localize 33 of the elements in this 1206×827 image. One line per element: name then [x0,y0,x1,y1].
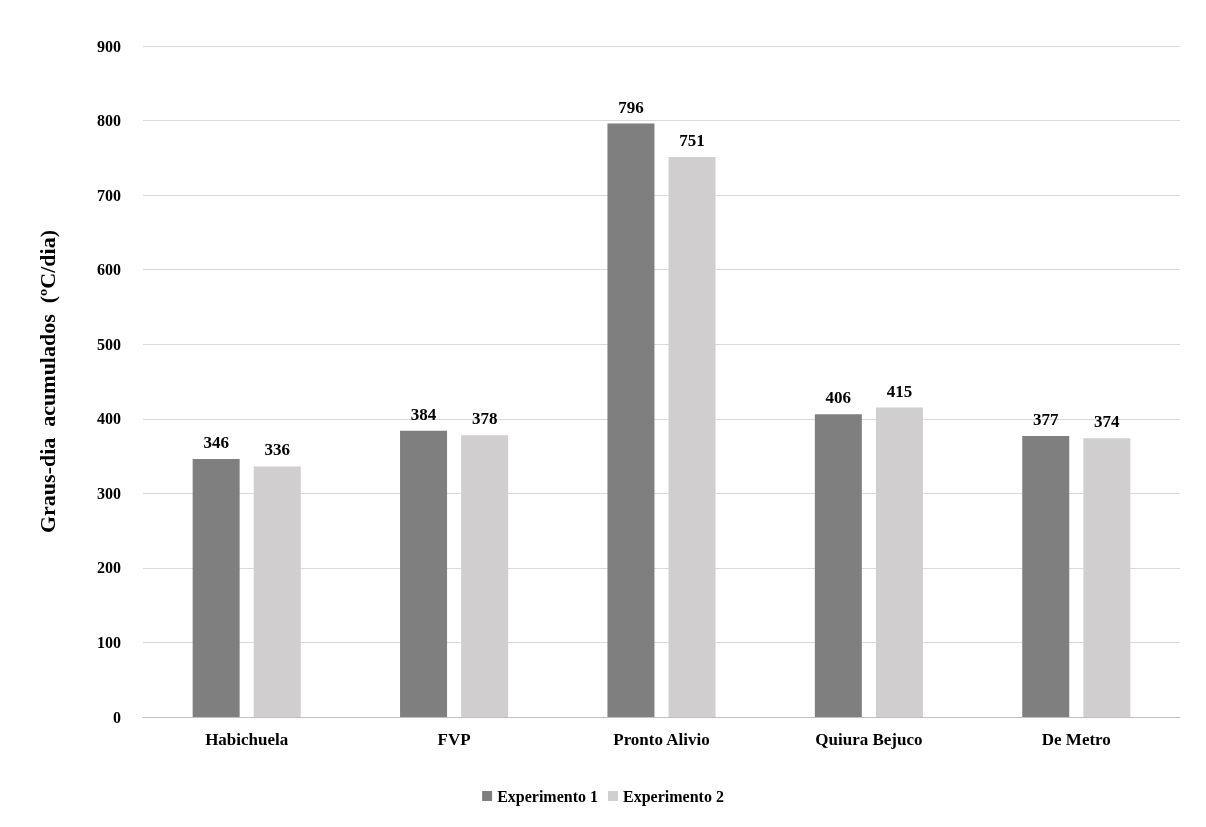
bar [607,123,655,717]
y-tick-label: 300 [97,484,121,502]
x-tick-label: Pronto Alivio [613,730,710,749]
y-tick-label: 800 [97,112,121,130]
data-label: 751 [679,131,705,151]
y-tick-label: 900 [97,37,121,55]
bar [192,459,240,717]
data-label: 378 [471,409,498,429]
x-tick-label: FVP [437,730,471,749]
data-label: 346 [203,433,229,453]
bar [1022,435,1070,717]
data-label: 384 [410,404,437,424]
data-label: 374 [1094,412,1121,432]
y-axis-title: Graus-dia acumulados (ºC/dia) [34,229,60,534]
legend-label: Experimento 2 [623,787,724,806]
x-tick-label: Habichuela [205,730,289,749]
data-label: 377 [1033,409,1059,429]
y-tick-label: 200 [97,559,121,577]
data-label: 796 [618,97,644,117]
y-tick-label: 500 [97,335,121,353]
x-tick-label: Quiura Bejuco [815,730,923,749]
x-tick-label: De Metro [1041,730,1111,749]
data-label: 415 [886,381,913,401]
bar [400,430,448,717]
y-tick-label: 700 [97,186,121,204]
bar [814,414,862,717]
data-label: 406 [825,388,852,408]
y-tick-label: 600 [97,261,121,279]
data-label: 336 [264,440,290,460]
y-tick-label: 100 [97,633,121,651]
y-tick-label: 400 [97,410,121,428]
y-tick-label: 0 [113,708,121,726]
legend-label: Experimento 1 [497,787,598,806]
